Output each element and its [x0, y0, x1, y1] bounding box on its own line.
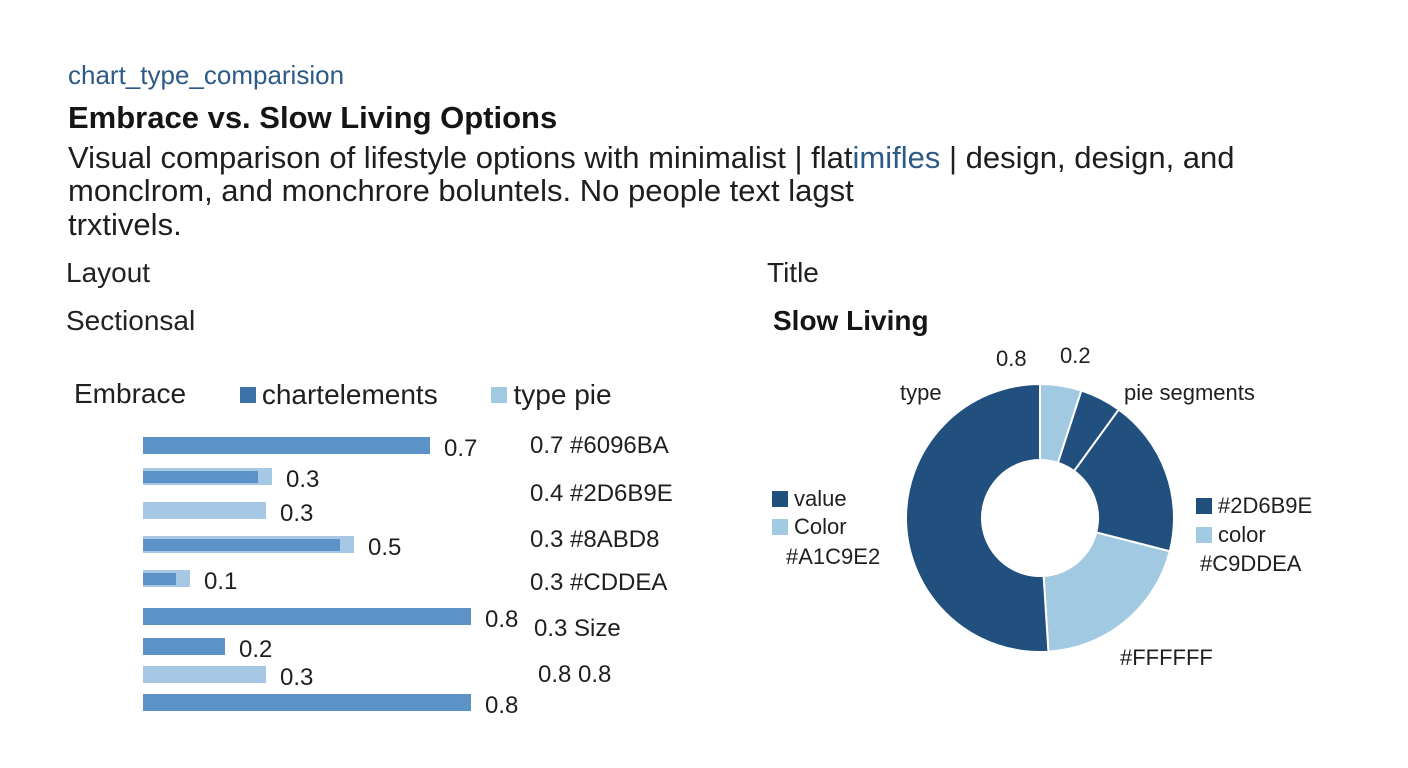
pie-slice — [1042, 531, 1172, 653]
pie-legend-hex: #C9DDEA — [1200, 551, 1302, 576]
legend-swatch — [772, 519, 788, 535]
bar-value-label: 0.3 — [286, 466, 319, 493]
bar — [143, 638, 225, 655]
bar-value-label: 0.5 — [368, 534, 401, 561]
legend-label: value — [794, 486, 847, 511]
bar-value-label: 0.7 — [444, 435, 477, 462]
bar — [143, 666, 266, 683]
pie-slice — [1072, 408, 1175, 553]
bar — [143, 608, 471, 625]
side-label: 0.3 Size — [534, 615, 621, 642]
description-line-2: monclrom, and monchrore boluntels. No pe… — [68, 173, 854, 208]
legend-label: chartelements — [261, 379, 438, 410]
bar-value-label: 0.1 — [204, 568, 237, 595]
pie-segment-label: #FFFFFF — [1120, 645, 1213, 670]
bar-value-label: 0.3 — [280, 664, 313, 691]
description-line-3: trxtivels. — [68, 207, 182, 242]
legend-swatch — [239, 387, 256, 403]
bar-chart: 0.7 0.3 0.3 0.5 0.1 0.8 0.2 0.3 0.8 — [143, 435, 518, 719]
pie-chart-title: Slow Living — [773, 305, 929, 336]
bar — [143, 573, 176, 585]
description-text: | design, design, and — [940, 140, 1235, 175]
legend-swatch — [491, 387, 508, 403]
description-text: Visual comparison of lifestyle options w… — [68, 140, 853, 175]
chart-tag: chart_type_comparision — [68, 60, 345, 90]
pie-legend-color: Color — [772, 514, 847, 540]
legend-swatch — [1196, 498, 1212, 514]
legend-label: Color — [794, 514, 847, 539]
legend-label: type pie — [513, 379, 612, 410]
description-highlight: imifles — [852, 140, 941, 175]
legend-label-embrace: Embrace — [74, 378, 187, 409]
bar-chart-legend: Embrace chartelements type pie — [74, 378, 612, 411]
side-label: 0.7 #6096BA — [530, 432, 669, 459]
bar-value-label: 0.3 — [280, 500, 313, 527]
bar — [143, 694, 471, 711]
side-label: 0.4 #2D6B9E — [530, 480, 673, 507]
bar — [143, 539, 340, 551]
bar — [143, 502, 266, 519]
pie-legend-hex: #A1C9E2 — [786, 544, 881, 569]
pie-segment-label: pie segments — [1124, 380, 1255, 405]
pie-slice — [905, 382, 1050, 653]
pie-segment-label: type — [900, 380, 942, 405]
side-label: 0.3 #8ABD8 — [530, 526, 660, 553]
bar — [143, 471, 258, 483]
pie-legend-value: value — [772, 486, 847, 512]
pie-legend-light: color — [1196, 522, 1266, 548]
bar — [143, 437, 430, 454]
legend-label: #2D6B9E — [1218, 493, 1313, 518]
bar-value-label: 0.2 — [239, 636, 272, 663]
legend-swatch — [772, 491, 788, 507]
legend-label: color — [1218, 522, 1266, 547]
pie-legend-dark: #2D6B9E — [1196, 493, 1312, 519]
side-label: 0.3 #CDDEA — [530, 569, 668, 596]
pie-segment-label: 0.2 — [1060, 343, 1091, 368]
legend-item-type-pie: type pie — [491, 379, 612, 411]
side-label: 0.8 0.8 — [538, 661, 612, 688]
pie-segment-label: 0.8 — [996, 346, 1027, 371]
bar-value-label: 0.8 — [485, 692, 518, 719]
layout-label: Layout — [66, 257, 151, 288]
bar-value-label: 0.8 — [485, 606, 518, 633]
description-line-1: Visual comparison of lifestyle options w… — [68, 141, 1235, 175]
legend-item-chartelements: chartelements — [239, 379, 438, 411]
legend-swatch — [1196, 527, 1212, 543]
layout-value: Sectionsal — [66, 305, 196, 336]
title-label: Title — [767, 257, 819, 288]
page-title: Embrace vs. Slow Living Options — [68, 100, 558, 135]
